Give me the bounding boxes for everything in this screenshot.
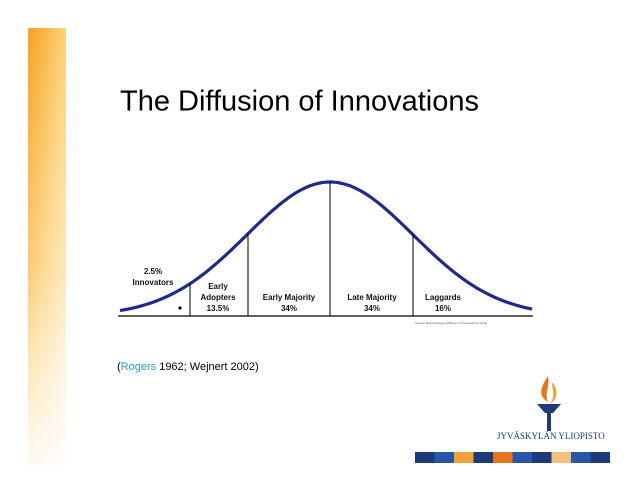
stripe-block bbox=[590, 452, 610, 463]
dot bbox=[178, 306, 182, 310]
citation-open: ( bbox=[117, 361, 121, 373]
segment-label: Adopters bbox=[200, 293, 236, 302]
stripe-block bbox=[551, 452, 571, 463]
torch-cup bbox=[537, 404, 561, 413]
segment-label: Early Majority bbox=[263, 293, 316, 302]
stripe-block bbox=[532, 452, 552, 463]
stripe-block bbox=[571, 452, 591, 463]
segment-label: 13.5% bbox=[207, 304, 230, 313]
torch-handle bbox=[547, 413, 551, 431]
logo-text: JYVÄSKYLÄN YLIOPISTO bbox=[497, 431, 605, 441]
flame bbox=[541, 376, 549, 402]
segment-label: 34% bbox=[281, 304, 297, 313]
decor-fade bbox=[28, 28, 66, 465]
stripe-block bbox=[454, 452, 474, 463]
source: Source: Everett Rogers Diffusion of Inno… bbox=[415, 321, 487, 325]
bell-curve bbox=[119, 180, 533, 313]
logo: JYVÄSKYLÄN YLIOPISTO bbox=[497, 376, 605, 441]
stripe-block bbox=[415, 452, 435, 463]
title: The Diffusion of Innovations bbox=[120, 86, 479, 118]
citation: (Rogers 1962; Wejnert 2002) bbox=[117, 361, 259, 373]
segment-label: 34% bbox=[364, 304, 380, 313]
segment-label: Innovators bbox=[133, 278, 174, 287]
segment-label: 16% bbox=[435, 304, 451, 313]
stripe-block bbox=[473, 452, 493, 463]
flame bbox=[550, 382, 557, 404]
citation-rest: 1962; Wejnert 2002) bbox=[156, 361, 259, 373]
segment-label: Laggards bbox=[425, 293, 462, 302]
stripe-block bbox=[434, 452, 454, 463]
stripe-block bbox=[512, 452, 532, 463]
segment-label: 2.5% bbox=[144, 267, 162, 276]
citation-link[interactable]: Rogers bbox=[121, 361, 157, 373]
stripe-block bbox=[493, 452, 513, 463]
segment-label: Late Majority bbox=[347, 293, 397, 302]
segment-label: Early bbox=[208, 282, 228, 291]
